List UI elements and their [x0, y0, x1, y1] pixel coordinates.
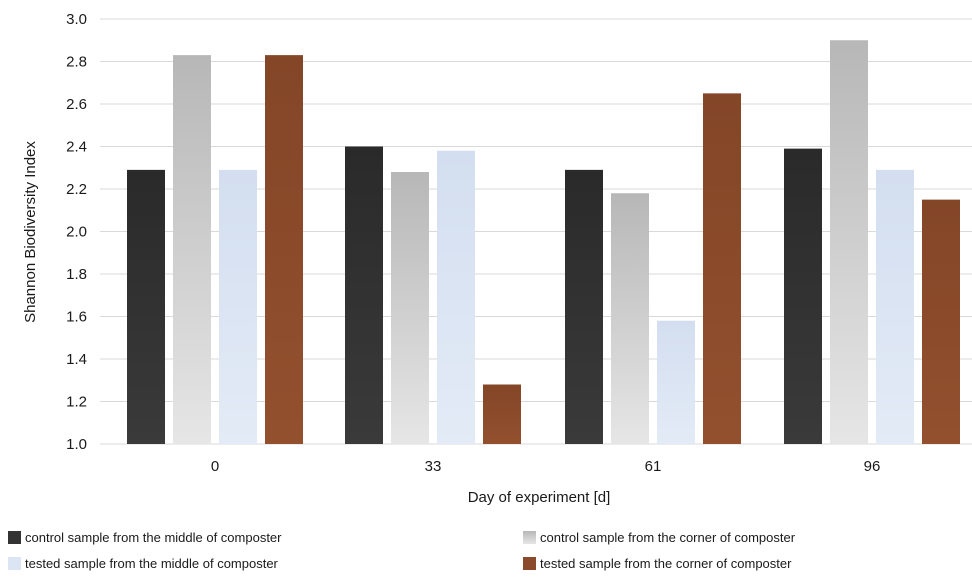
legend-label: control sample from the middle of compos…: [25, 530, 282, 545]
bar-day-96-series-2: [830, 40, 868, 444]
legend-swatch: [8, 531, 21, 544]
y-tick-label: 1.6: [66, 309, 87, 326]
y-axis-ticks: 1.0 1.2 1.4 1.6 1.8 2.0 2.2 2.4 2.6 2.8 3.0: [66, 11, 87, 453]
legend-swatch: [523, 557, 536, 570]
bar-day-61-series-4: [703, 93, 741, 444]
y-tick-label: 1.0: [66, 436, 87, 453]
bar-day-61-series-2: [611, 193, 649, 444]
x-tick-label: 96: [864, 458, 881, 475]
legend-swatch: [8, 557, 21, 570]
y-axis-title: Shannon Biodiversity Index: [22, 141, 39, 323]
bar-day-0-series-2: [173, 55, 211, 444]
x-axis-ticks: 0 33 61 96: [211, 458, 881, 475]
legend-item-control-middle: control sample from the middle of compos…: [8, 530, 282, 545]
y-tick-label: 3.0: [66, 11, 87, 28]
legend-item-control-corner: control sample from the corner of compos…: [523, 530, 795, 545]
bars: [127, 40, 960, 444]
x-tick-label: 61: [645, 458, 662, 475]
x-tick-label: 33: [425, 458, 442, 475]
y-tick-label: 2.0: [66, 224, 87, 241]
bar-day-61-series-3: [657, 320, 695, 444]
legend-label: control sample from the corner of compos…: [540, 530, 796, 545]
bar-day-96-series-4: [922, 199, 960, 444]
bar-day-33-series-4: [483, 384, 521, 444]
y-tick-label: 1.8: [66, 266, 87, 283]
bar-day-33-series-3: [437, 150, 475, 444]
bar-day-33-series-2: [391, 172, 429, 444]
legend-label: tested sample from the corner of compost…: [540, 556, 792, 571]
bar-day-33-series-1: [345, 146, 383, 444]
bar-day-61-series-1: [565, 169, 603, 444]
y-tick-label: 2.4: [66, 139, 87, 156]
bar-day-0-series-3: [219, 169, 257, 444]
legend-swatch: [523, 531, 536, 544]
legend-item-tested-middle: tested sample from the middle of compost…: [8, 556, 278, 571]
legend: control sample from the middle of compos…: [0, 526, 972, 577]
legend-item-tested-corner: tested sample from the corner of compost…: [523, 556, 791, 571]
y-tick-label: 2.2: [66, 181, 87, 198]
x-tick-label: 0: [211, 458, 219, 475]
y-tick-label: 2.8: [66, 54, 87, 71]
y-tick-label: 1.4: [66, 351, 87, 368]
chart: 1.0 1.2 1.4 1.6 1.8 2.0 2.2 2.4 2.6 2.8 3.0 0 33 61 9…: [22, 11, 972, 506]
y-tick-label: 2.6: [66, 96, 87, 113]
bar-day-96-series-1: [784, 148, 822, 444]
bar-day-96-series-3: [876, 169, 914, 444]
bar-day-0-series-1: [127, 169, 165, 444]
y-tick-label: 1.2: [66, 394, 87, 411]
bar-day-0-series-4: [265, 55, 303, 444]
legend-label: tested sample from the middle of compost…: [25, 556, 278, 571]
x-axis-title: Day of experiment [d]: [468, 489, 611, 506]
